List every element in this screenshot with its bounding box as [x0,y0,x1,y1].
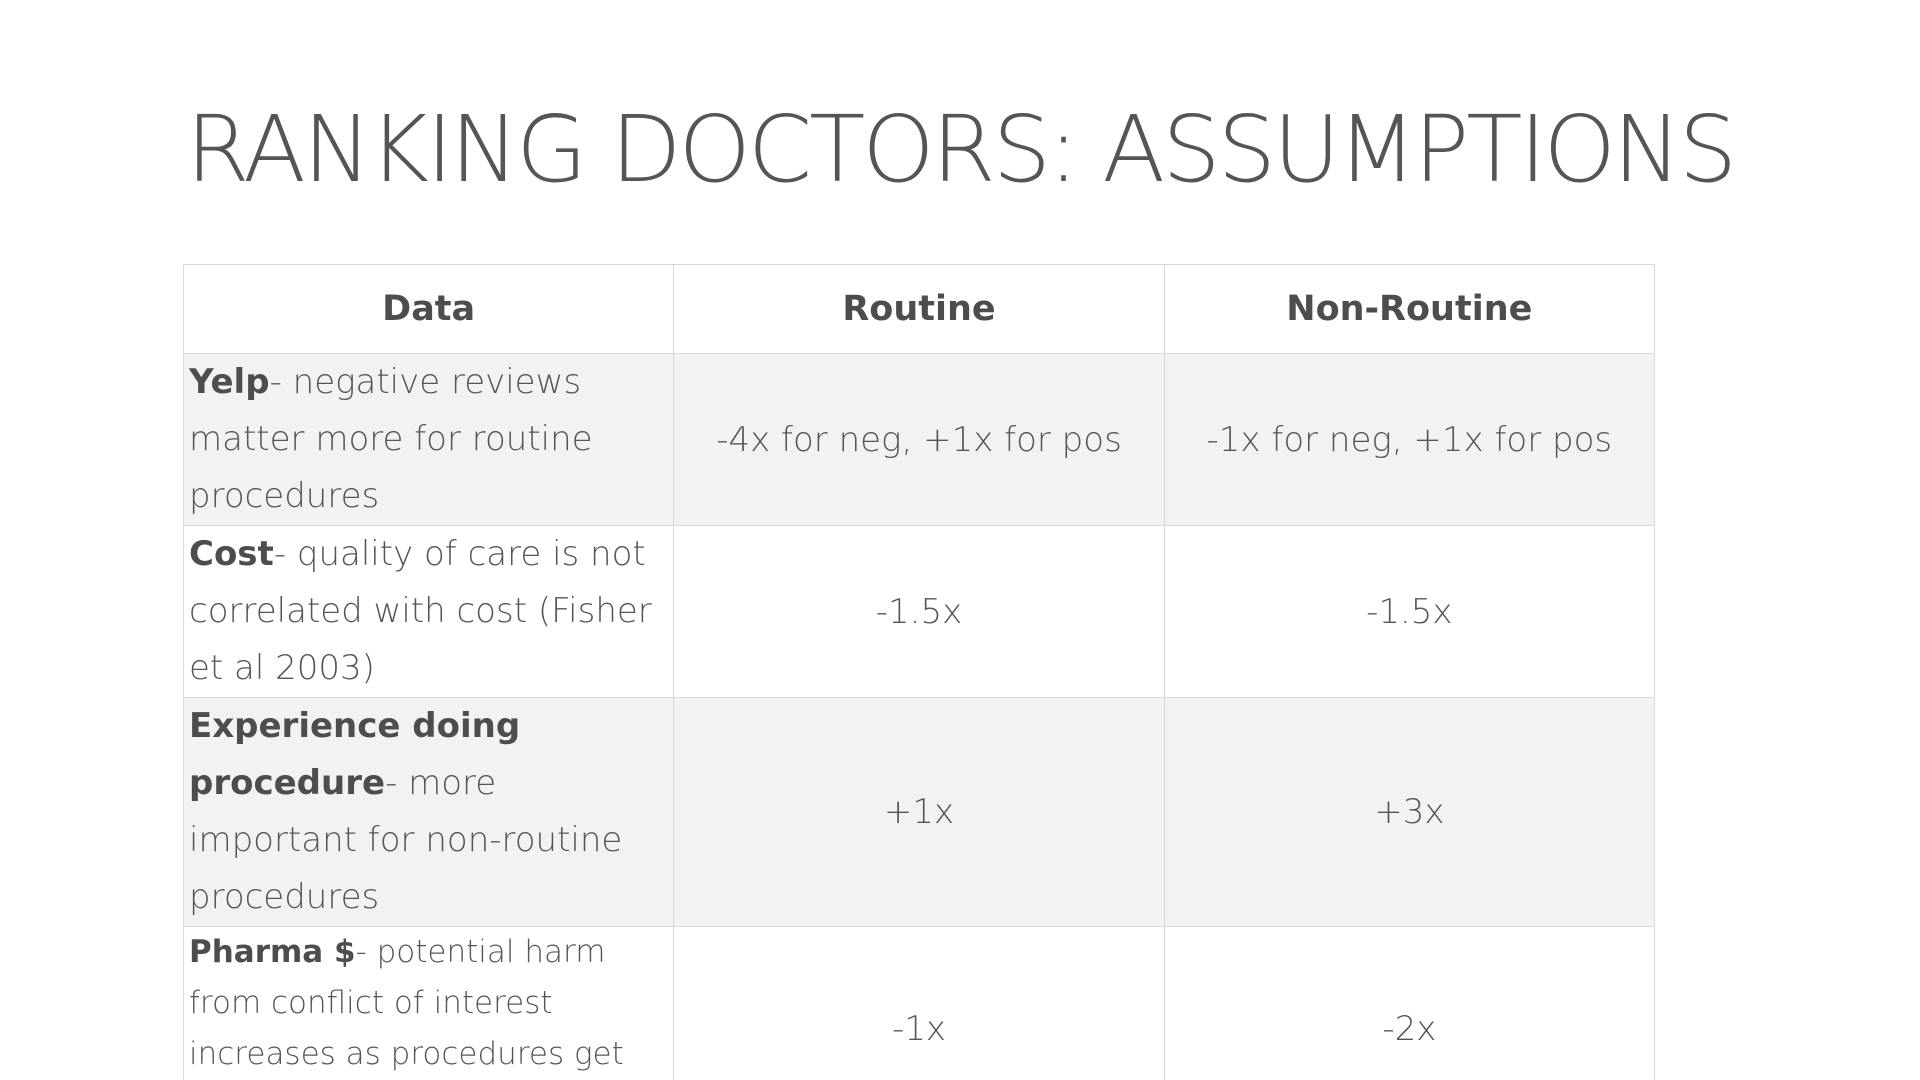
non-routine-value: +3x [1163,697,1656,927]
assumptions-table-container: Data Routine Non-Routine Yelp- negative … [182,264,1656,1080]
table-header-row: Data Routine Non-Routine [182,264,1656,354]
row-label: Yelp [189,362,270,402]
header-non-routine: Non-Routine [1163,264,1656,354]
row-description: Yelp- negative reviews matter more for r… [182,353,675,526]
non-routine-value: -1x for neg, +1x for pos [1163,353,1656,526]
row-description: Cost- quality of care is not correlated … [182,525,675,698]
row-detail: - potential harm from conflict of intere… [189,934,624,1072]
row-description: Pharma $- potential harm from conflict o… [182,926,675,1080]
routine-value: -1.5x [673,525,1165,698]
routine-value: -1x [673,926,1165,1080]
row-detail: - quality of care is not correlated with… [189,534,652,688]
routine-value: -4x for neg, +1x for pos [673,353,1165,526]
routine-value: +1x [673,697,1165,927]
row-label: Pharma $ [189,934,356,970]
table-row-experience: Experience doing procedure- more importa… [182,697,1656,927]
table-row-cost: Cost- quality of care is not correlated … [182,525,1656,698]
row-label: Cost [189,534,274,574]
header-data: Data [182,264,675,354]
table-row-pharma: Pharma $- potential harm from conflict o… [182,926,1656,1080]
row-label: Experience doing procedure [189,706,521,803]
header-routine: Routine [673,264,1165,354]
non-routine-value: -2x [1163,926,1656,1080]
assumptions-table: Data Routine Non-Routine Yelp- negative … [182,264,1656,1080]
table-row-yelp: Yelp- negative reviews matter more for r… [182,353,1656,526]
row-detail: - negative reviews matter more for routi… [189,362,593,516]
slide-title: RANKING DOCTORS: ASSUMPTIONS [185,96,1737,203]
row-detail: - more important for non-routine procedu… [189,763,623,917]
row-description: Experience doing procedure- more importa… [182,697,675,927]
non-routine-value: -1.5x [1163,525,1656,698]
